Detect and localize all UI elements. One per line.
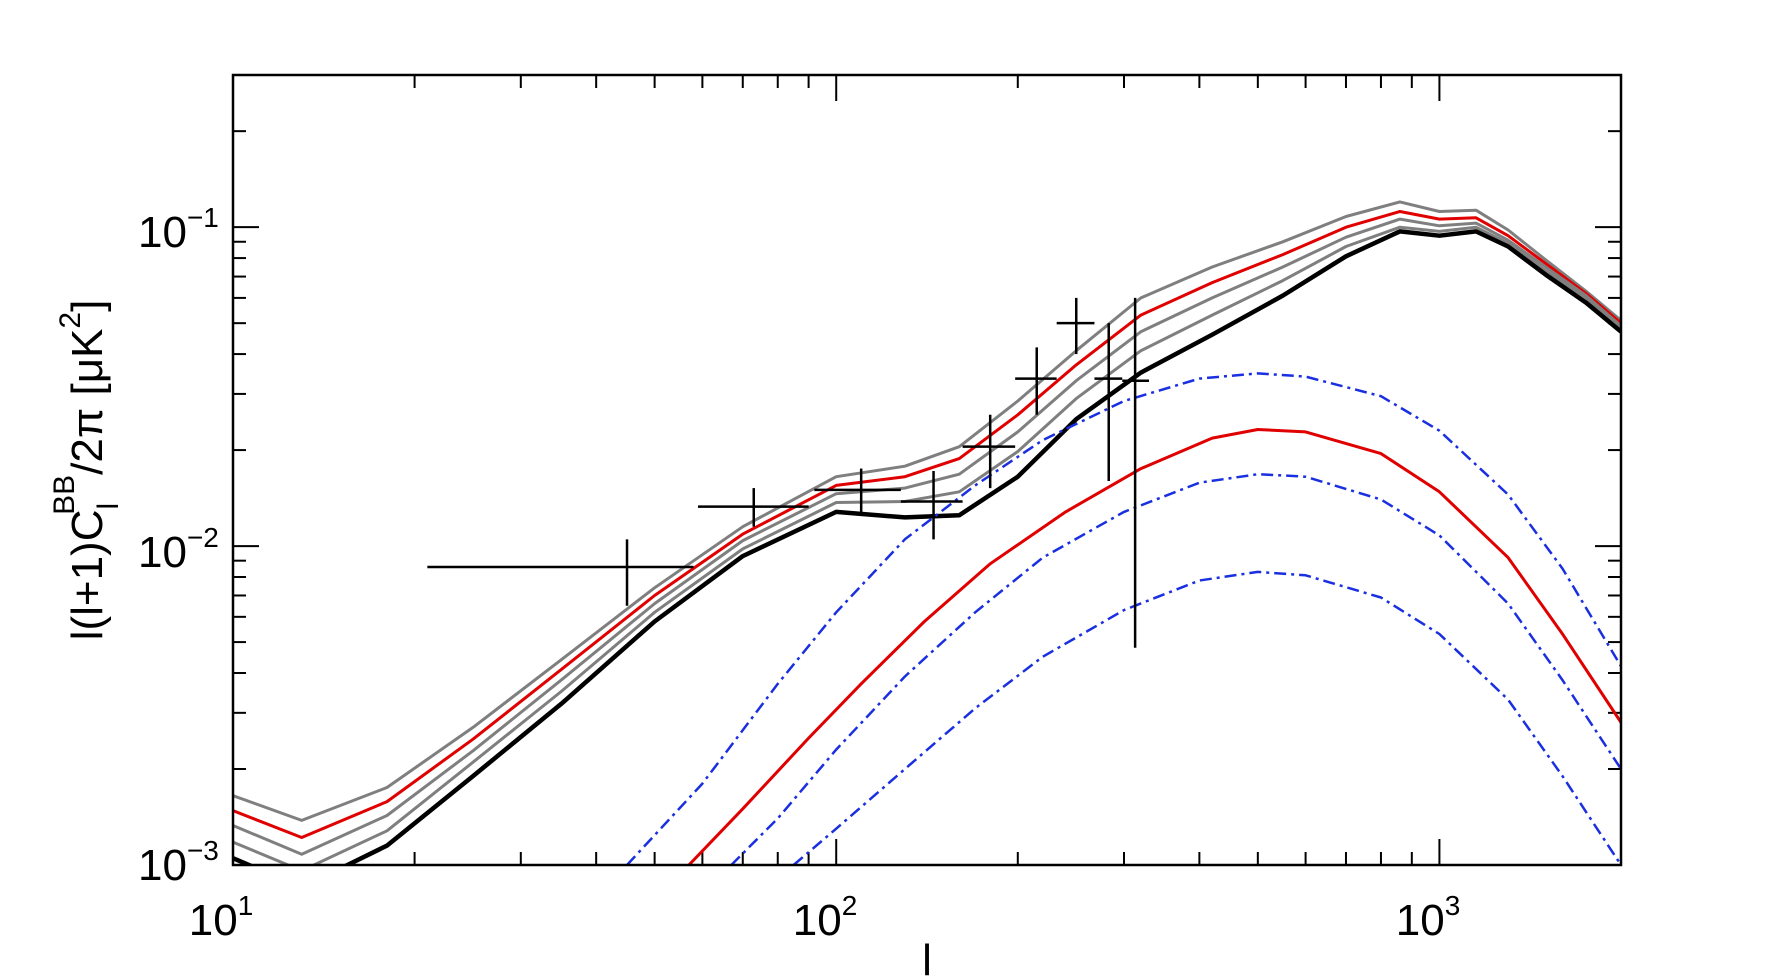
data-point-5 [962,414,1016,489]
y-tick-label-1e-3: 10−3 [138,835,219,890]
plot-frame [231,73,1623,867]
data-point-3 [814,468,901,516]
x-tick-label-1000: 103 [1396,890,1461,945]
data-point-1 [427,539,694,606]
series-total-gray-low [233,225,1621,865]
x-tick-label-10: 101 [189,890,254,945]
series-lensing-black [233,229,1621,865]
series-layer [233,200,1621,865]
data-point-7 [1056,297,1095,355]
error-bars [427,297,1149,648]
y-tick-label-1e-2: 10−2 [138,522,219,577]
series-primordial-red [687,428,1621,865]
y-tick-label-1e-1: 10−1 [138,202,219,257]
series-total-red [233,210,1621,839]
y-axis-label: l(l+1)ClBB/2π [μK2] [48,300,125,641]
data-point-2 [697,488,809,527]
series-primordial-blue-top [626,372,1621,865]
data-point-4 [900,470,963,540]
series-primordial-blue-low [792,570,1621,865]
series-total-gray-mid [233,217,1621,856]
data-point-8 [1094,323,1123,481]
major-ticks [232,75,1621,866]
data-point-6 [1015,347,1057,415]
series-primordial-blue-mid [730,472,1621,865]
x-axis-label: l [922,936,932,979]
data-point-9 [1122,297,1149,648]
x-tick-label-100: 102 [793,890,858,945]
